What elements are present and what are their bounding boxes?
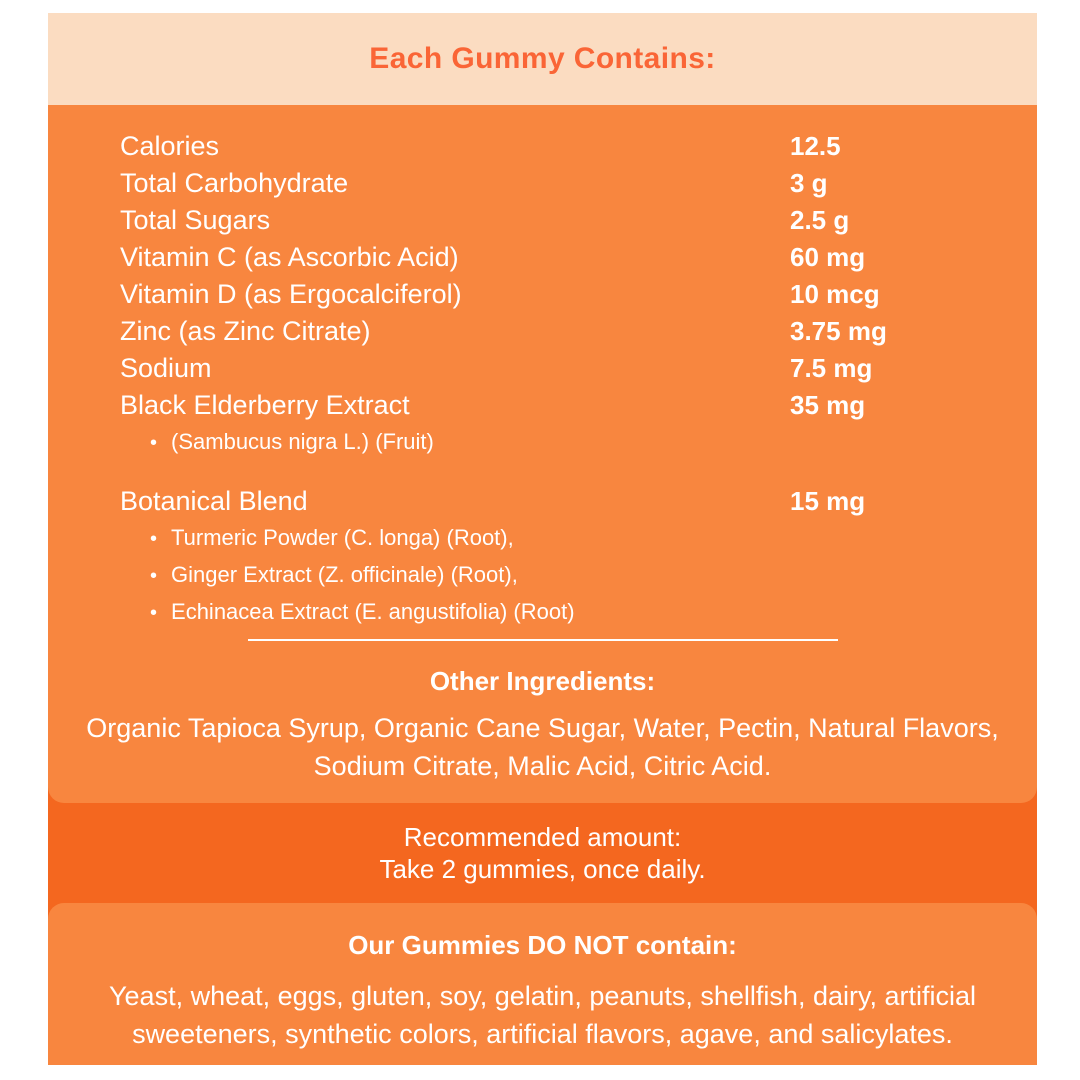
- bullet-icon: •: [150, 565, 158, 587]
- other-ingredients-text: Organic Tapioca Syrup, Organic Cane Suga…: [86, 713, 999, 781]
- nutrient-value: 15 mg: [790, 486, 866, 516]
- nutrient-value: 2.5 g: [790, 205, 850, 235]
- bullet-icon: •: [150, 432, 158, 454]
- nutrient-row: Sodium 7.5 mg: [48, 350, 1037, 387]
- nutrients-panel: Calories 12.5 Total Carbohydrate 3 g Tot…: [48, 105, 1037, 803]
- nutrient-label: Vitamin D (as Ergocalciferol): [120, 279, 462, 309]
- nutrient-label: Sodium: [120, 353, 212, 383]
- nutrient-label: Zinc (as Zinc Citrate): [120, 316, 371, 346]
- nutrient-sub-text: Turmeric Powder (C. longa) (Root),: [171, 525, 514, 550]
- nutrient-row: Total Carbohydrate 3 g: [48, 165, 1037, 202]
- nutrient-label: Vitamin C (as Ascorbic Acid): [120, 242, 459, 272]
- nutrient-row: Black Elderberry Extract 35 mg: [48, 387, 1037, 424]
- bullet-icon: •: [150, 602, 158, 624]
- nutrient-value: 60 mg: [790, 242, 866, 272]
- nutrient-label: Total Sugars: [120, 205, 271, 235]
- nutrient-sub-item: • Turmeric Powder (C. longa) (Root),: [48, 520, 1037, 557]
- recommended-amount-line1: Recommended amount:: [403, 822, 682, 852]
- nutrient-sub-text: Echinacea Extract (E. angustifolia) (Roo…: [171, 599, 575, 624]
- nutrient-value: 7.5 mg: [790, 353, 873, 383]
- supplement-label: Each Gummy Contains: Calories 12.5 Total…: [48, 13, 1037, 1065]
- nutrient-sub-item: • Echinacea Extract (E. angustifolia) (R…: [48, 594, 1037, 631]
- label-body-stack: Calories 12.5 Total Carbohydrate 3 g Tot…: [48, 105, 1037, 1065]
- nutrient-row: Vitamin D (as Ergocalciferol) 10 mcg: [48, 276, 1037, 313]
- nutrient-label: Botanical Blend: [120, 486, 308, 516]
- label-header: Each Gummy Contains:: [48, 13, 1037, 105]
- nutrient-row: Total Sugars 2.5 g: [48, 202, 1037, 239]
- other-ingredients-heading: Other Ingredients:: [429, 666, 656, 696]
- nutrient-value: 10 mcg: [790, 279, 880, 309]
- nutrient-row: Vitamin C (as Ascorbic Acid) 60 mg: [48, 239, 1037, 276]
- nutrient-value: 35 mg: [790, 390, 866, 420]
- nutrient-sub-text: Ginger Extract (Z. officinale) (Root),: [171, 562, 518, 587]
- recommended-amount-band: Recommended amount: Take 2 gummies, once…: [48, 803, 1037, 903]
- label-title: Each Gummy Contains:: [369, 42, 716, 75]
- nutrient-label: Black Elderberry Extract: [120, 390, 410, 420]
- section-divider: [247, 639, 838, 641]
- do-not-contain-text: Yeast, wheat, eggs, gluten, soy, gelatin…: [109, 981, 976, 1049]
- bullet-icon: •: [150, 528, 158, 550]
- nutrient-sub-item: • Ginger Extract (Z. officinale) (Root),: [48, 557, 1037, 594]
- nutrient-row: Botanical Blend 15 mg: [48, 483, 1037, 520]
- nutrient-value: 3.75 mg: [790, 316, 887, 346]
- nutrient-label: Total Carbohydrate: [120, 168, 349, 198]
- nutrient-label: Calories: [120, 131, 220, 161]
- nutrient-row: Zinc (as Zinc Citrate) 3.75 mg: [48, 313, 1037, 350]
- nutrient-row: Calories 12.5: [48, 128, 1037, 165]
- nutrient-value: 3 g: [790, 168, 828, 198]
- nutrient-sub-text: (Sambucus nigra L.) (Fruit): [171, 429, 434, 454]
- nutrient-sub-item: • (Sambucus nigra L.) (Fruit): [48, 424, 1037, 461]
- do-not-contain-panel: Our Gummies DO NOT contain: Yeast, wheat…: [48, 903, 1037, 1065]
- recommended-amount-line2: Take 2 gummies, once daily.: [379, 854, 706, 884]
- do-not-contain-heading: Our Gummies DO NOT contain:: [348, 930, 737, 960]
- nutrient-value: 12.5: [790, 131, 841, 161]
